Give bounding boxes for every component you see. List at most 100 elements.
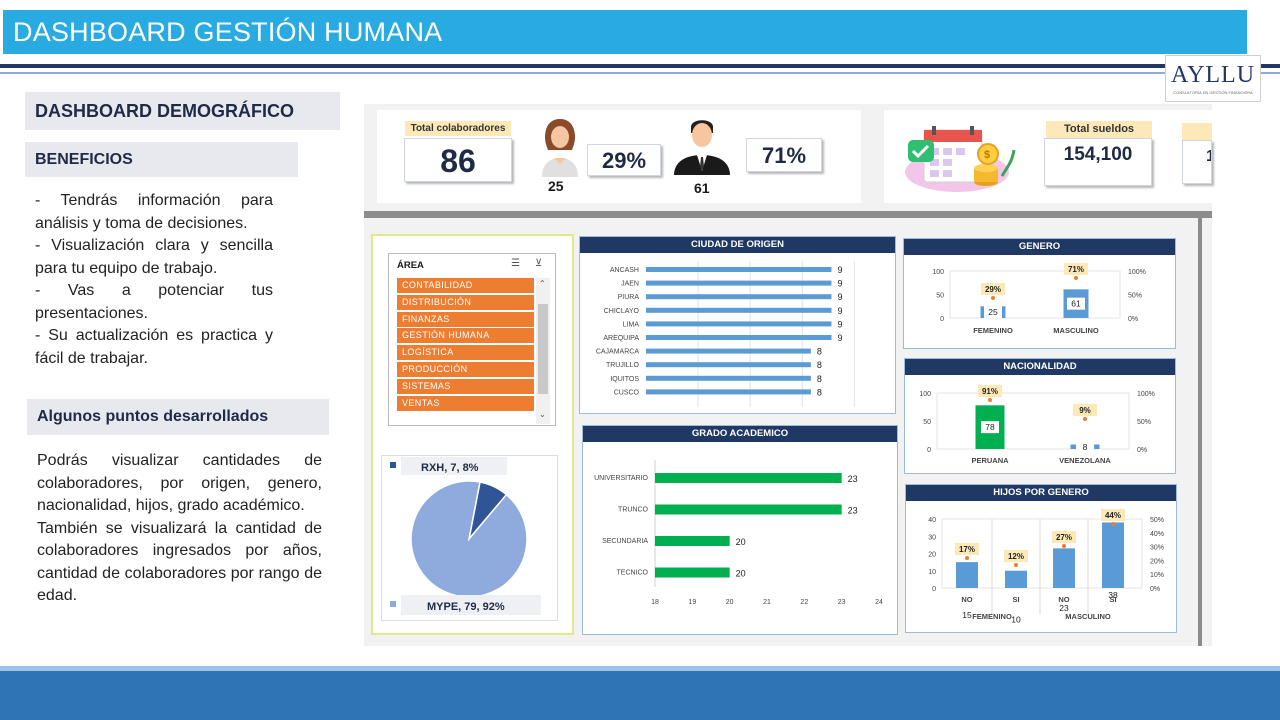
female-pct: 29%	[587, 144, 661, 176]
tick-label: 22	[800, 599, 808, 606]
section-title: DASHBOARD DEMOGRÁFICO	[25, 92, 340, 130]
slicer-item[interactable]: VENTAS	[397, 395, 534, 411]
chart-title-gender: GENERO	[904, 239, 1175, 255]
slicer-item[interactable]: LOGÍSTICA	[397, 345, 534, 361]
regime-pie-chart: RXH, 7, 8% MYPE, 79, 92%	[390, 457, 541, 615]
section-divider	[364, 211, 1212, 218]
bar	[655, 473, 842, 483]
data-label: 20	[736, 569, 746, 579]
percent-badge	[1073, 404, 1097, 416]
percent-badge	[1052, 531, 1076, 543]
slicer-item[interactable]: CONTABILIDAD	[397, 278, 534, 293]
data-label: 23	[848, 474, 858, 484]
category-label: NO	[961, 595, 972, 604]
calendar-money-icon: $	[905, 126, 1016, 192]
bar	[646, 389, 811, 395]
total-value: 86	[404, 138, 512, 182]
scroll-up-icon[interactable]: ⌃	[539, 279, 546, 288]
chart-title-nationality: NACIONALIDAD	[905, 359, 1175, 375]
male-count: 61	[694, 180, 710, 196]
svg-text:$: $	[984, 149, 990, 161]
tick-label: 0	[940, 316, 944, 323]
percent-marker	[1083, 417, 1087, 421]
pie-slice	[410, 480, 528, 598]
tick-label: 50%	[1150, 517, 1164, 524]
bar	[646, 280, 832, 286]
bar	[646, 321, 832, 327]
tick-label: PIURA	[618, 294, 640, 301]
tick-label: 19	[688, 599, 696, 606]
slicer-scrollbar[interactable]: ⌃ ⌄	[536, 278, 550, 424]
tick-label: 50%	[1137, 419, 1151, 426]
male-icon	[674, 120, 730, 175]
slicer-item[interactable]: GESTIÓN HUMANA	[397, 328, 534, 344]
percent-label: 91%	[982, 387, 998, 396]
percent-marker	[1014, 563, 1018, 567]
tick-label: 100	[919, 391, 931, 398]
tick-label: 100	[932, 269, 944, 276]
multi-select-icon[interactable]: ☰	[511, 258, 520, 269]
percent-marker	[1074, 276, 1078, 280]
salary-label: Total sueldos	[1046, 121, 1152, 138]
tick-label: ANCASH	[610, 267, 639, 274]
tick-label: 30%	[1150, 545, 1164, 552]
tick-label: LIMA	[623, 321, 640, 328]
data-label: 8	[1083, 442, 1088, 452]
tick-label: TRUNCO	[618, 507, 648, 514]
slicer-item[interactable]: SISTEMAS	[397, 378, 534, 394]
extra-kpi-label	[1182, 123, 1212, 140]
chart-title-academic: GRADO ACADEMICO	[583, 426, 897, 442]
slicer-item[interactable]: FINANZAS	[397, 311, 534, 327]
data-label: 15	[962, 610, 972, 620]
tick-label: TECNICO	[617, 570, 649, 577]
data-label: 20	[736, 537, 746, 547]
benefits-title: BENEFICIOS	[25, 142, 298, 177]
scroll-thumb[interactable]	[538, 304, 548, 394]
bar	[1053, 548, 1075, 588]
right-scroll-edge	[1198, 218, 1202, 646]
tick-label: 10	[928, 569, 936, 576]
bar	[646, 267, 832, 272]
clear-filter-icon[interactable]: ⊻	[535, 258, 543, 269]
tick-label: 100%	[1128, 269, 1146, 276]
slicer-item[interactable]: DISTRIBUCIÓN	[397, 294, 534, 310]
tick-label: 50	[923, 419, 931, 426]
page-title: DASHBOARD GESTIÓN HUMANA	[13, 17, 443, 47]
data-label: 78	[985, 422, 995, 432]
area-slicer: ÁREA ☰ ⊻ CONTABILIDAD DISTRIBUCIÓN FINANZA…	[388, 253, 556, 426]
percent-marker	[988, 398, 992, 402]
female-count: 25	[548, 178, 564, 194]
scroll-down-icon[interactable]: ⌄	[539, 410, 546, 419]
percent-marker	[1062, 544, 1066, 548]
percent-badge	[978, 385, 1002, 397]
chart-title-origin: CIUDAD DE ORIGEN	[580, 237, 895, 253]
tick-label: 50%	[1128, 293, 1142, 300]
page-footer	[0, 666, 1280, 720]
data-label: 9	[837, 265, 842, 275]
chart-panel-origin: CIUDAD DE ORIGEN ANCASH 9 JAEN 9 PIURA 9 CHICL…	[579, 236, 896, 414]
plot-area	[936, 392, 1130, 450]
tick-label: 10%	[1150, 572, 1164, 579]
tick-label: TRUJILLO	[606, 362, 640, 369]
company-logo: AYLLU CONSULTORÍA EN GESTIÓN FINANCIERA	[1165, 55, 1261, 102]
value-badge	[958, 609, 976, 622]
extra-kpi-value: 1	[1182, 140, 1212, 184]
tick-label: CAJAMARCA	[596, 349, 640, 356]
tick-label: SECUNDARIA	[602, 538, 648, 545]
tick-label: 30	[928, 534, 936, 541]
tick-label: 100%	[1137, 391, 1155, 398]
tick-label: AREQUIPA	[603, 335, 639, 342]
slicer-item[interactable]: PRODUCCIÓN	[397, 362, 534, 377]
tick-label: IQUITOS	[610, 376, 639, 383]
bar	[646, 294, 832, 300]
benefits-text: - Tendrás información para análisis y to…	[35, 192, 273, 367]
percent-label: 44%	[1105, 511, 1121, 520]
female-icon	[542, 119, 578, 177]
percent-label: 9%	[1079, 406, 1091, 415]
tick-label: CHICLAYO	[604, 308, 640, 315]
value-badge	[984, 306, 1002, 319]
bar	[646, 307, 832, 313]
bar	[655, 567, 730, 578]
category-label: FEMENINO	[973, 326, 1013, 335]
salary-value: 154,100	[1044, 138, 1152, 186]
